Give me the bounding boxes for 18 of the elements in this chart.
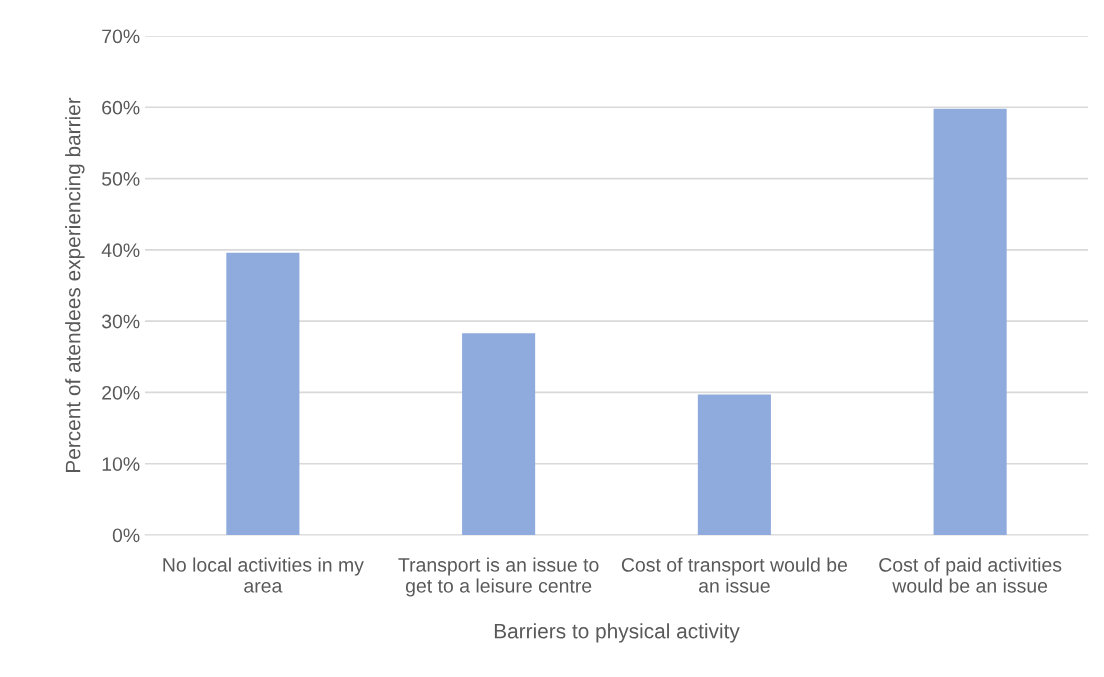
x-tick-label: Cost of transport would be an issue: [621, 557, 848, 593]
x-tick-label: No local activities in my area: [163, 557, 364, 593]
y-tick-label: 0%: [112, 528, 140, 543]
bar: [226, 252, 300, 535]
y-tick-label: 30%: [101, 314, 140, 329]
y-tick-label: 10%: [102, 457, 140, 471]
x-tick-label: Cost of paid activities would be an issue: [879, 557, 1062, 593]
y-tick-label: 20%: [102, 385, 140, 400]
y-tick-label: 40%: [101, 243, 140, 258]
y-axis-title: Percent of atendees experiencing barrier: [65, 97, 85, 472]
bar: [697, 394, 771, 535]
x-tick-label: Transport is an issue to get to a leisure centre: [398, 557, 599, 597]
y-tick-label: 50%: [102, 172, 140, 186]
x-axis-title: Barriers to physical activity: [494, 623, 740, 643]
y-tick-label: 70%: [102, 29, 140, 44]
y-tick-label: 60%: [102, 100, 140, 115]
bar: [462, 333, 536, 535]
bar: [933, 108, 1007, 535]
